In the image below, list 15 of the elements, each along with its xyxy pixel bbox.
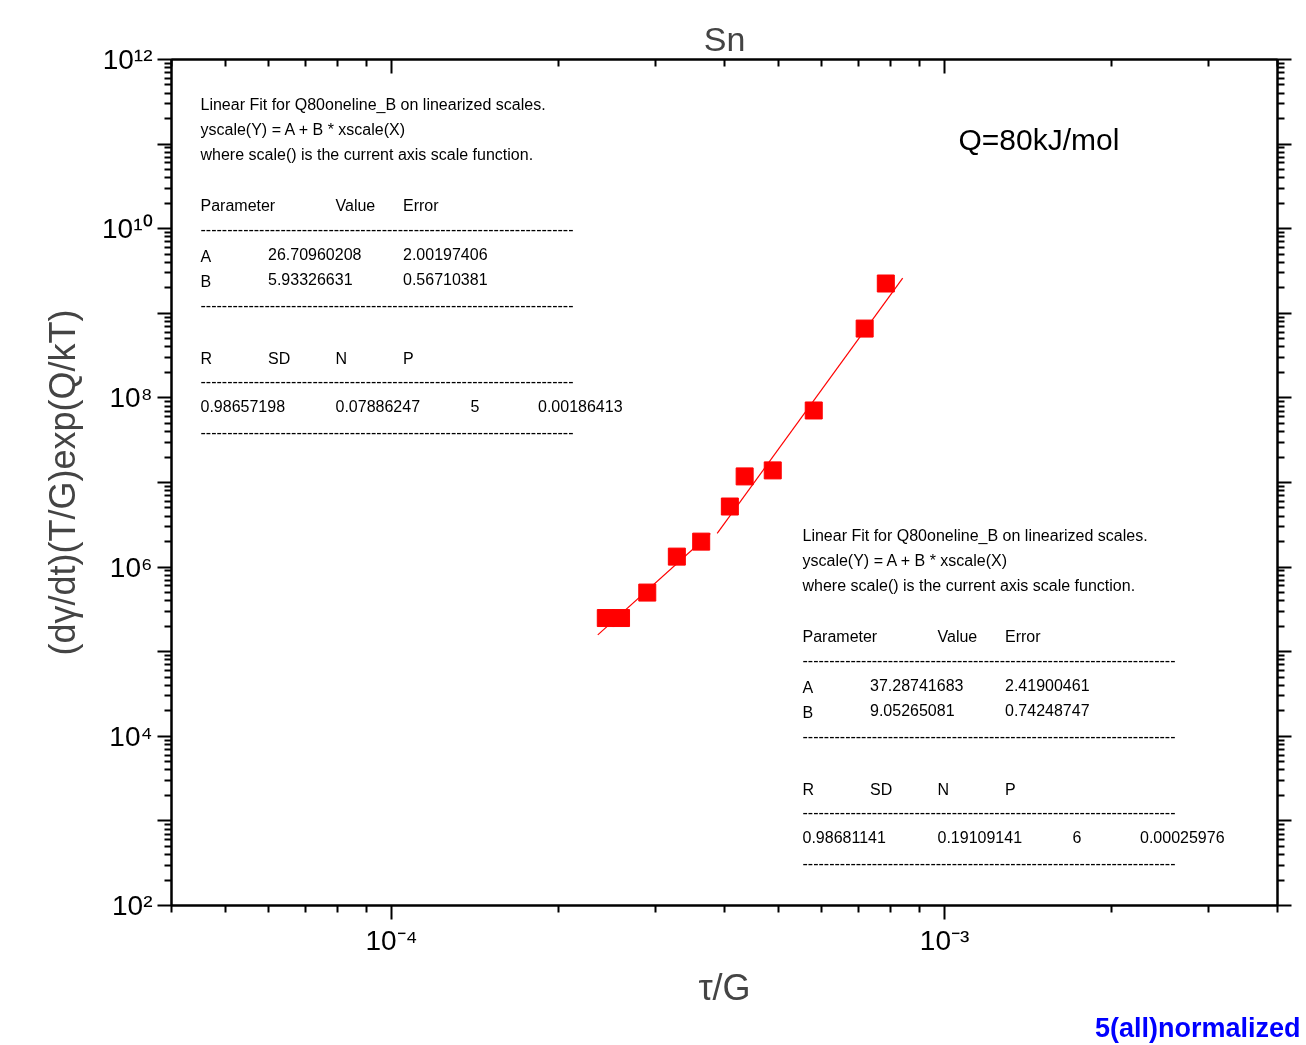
- y-tick-label: 10¹²: [102, 44, 153, 75]
- x-tick-label: 10⁻⁴: [365, 924, 418, 956]
- chart-title: Sn: [703, 19, 746, 58]
- y-tick-label: 10²: [112, 890, 153, 921]
- text: 5(all)normalized: [1094, 1012, 1301, 1043]
- x-axis-title: τ/G: [698, 966, 751, 1008]
- x-tick-label: 10⁻³: [919, 924, 970, 956]
- y-tick-label: 10⁶: [109, 551, 153, 583]
- text: Linear Fit for Q80oneline_B on linearized scales. yscale(Y) = A + B * xscale(X) where scale() is the current axis scale function. Parameter Value Error ---------------------------------------------------------------------- A 37.28741683 2.41900461 B 9.05265081 0.74248747 ---------------------------------------------------------------------- R SD N P ---------------------------------------------------------------------- 0.98681141 0.19109141 6 0.00025976 ----------------------------------------------------------------------: [802, 526, 1225, 872]
- y-tick-label: 10⁴: [109, 720, 153, 752]
- y-tick-label: 10¹⁰: [102, 213, 153, 245]
- y-axis-title: (dγ/dt)(T/G)exp(Q/kT): [42, 309, 84, 656]
- y-tick-label: 10⁸: [109, 382, 153, 414]
- text: Linear Fit for Q80oneline_B on linearized scales. yscale(Y) = A + B * xscale(X) where scale() is the current axis scale function. Parameter Value Error ---------------------------------------------------------------------- A 26.70960208 2.00197406 B 5.93326631 0.56710381 ---------------------------------------------------------------------- R SD N P ---------------------------------------------------------------------- 0.98657198 0.07886247 5 0.00186413 ----------------------------------------------------------------------: [200, 95, 623, 441]
- annotation: Q=80kJ/mol: [958, 122, 1120, 156]
